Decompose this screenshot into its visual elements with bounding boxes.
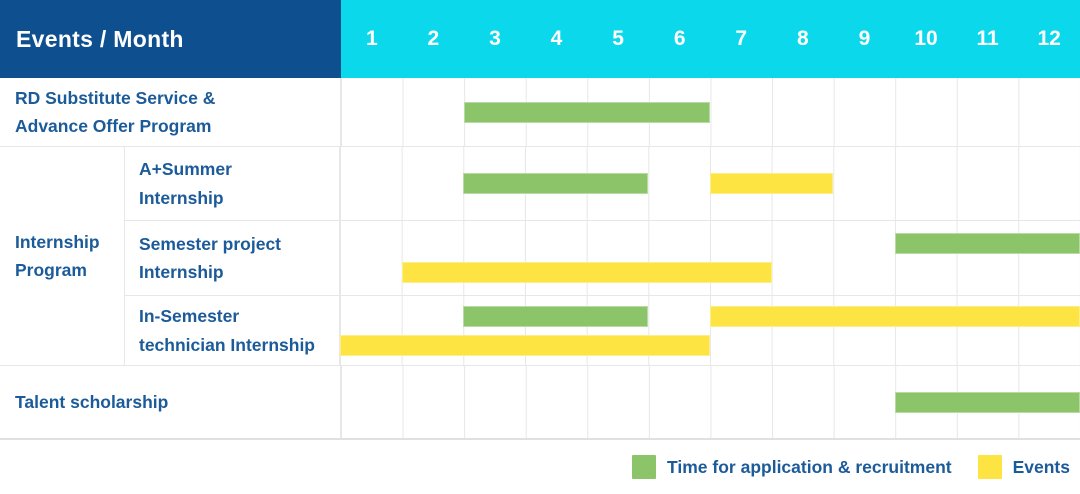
- month-label-2: 2: [427, 27, 440, 50]
- internship-program-group: Internship Program A+Summer Internship S…: [0, 146, 1080, 365]
- row-in-semester-technician-internship: In-Semester technician Internship: [125, 295, 1080, 365]
- legend-label-events: Events: [1012, 456, 1070, 477]
- row-semester-project-internship: Semester project Internship: [125, 220, 1080, 295]
- month-header-row: 1 2 3 4 5 6 7 8 9 10 11 12: [341, 0, 1080, 78]
- month-label-1: 1: [365, 27, 378, 50]
- month-label-9: 9: [858, 27, 871, 50]
- table-body: RD Substitute Service & Advance Offer Pr…: [0, 78, 1080, 440]
- events-month-title: Events / Month: [16, 25, 184, 52]
- event-bar: [340, 334, 710, 356]
- bar-lines: [340, 296, 1080, 365]
- bar-lines: [340, 147, 1080, 220]
- bar-line: [340, 334, 1080, 356]
- bar-lines: [340, 221, 1080, 295]
- chart-track-in-semester-technician-internship: [340, 296, 1080, 365]
- bar-line: [340, 233, 1080, 254]
- event-bar: [710, 173, 834, 194]
- bar-line: [340, 305, 1080, 327]
- chart-track-semester-project-internship: [340, 221, 1080, 295]
- month-label-3: 3: [489, 27, 501, 50]
- bar-lines: [341, 78, 1080, 146]
- row-label-in-semester-technician-internship: In-Semester technician Internship: [125, 296, 340, 365]
- row-talent-scholarship: Talent scholarship: [0, 365, 1080, 440]
- bar-line: [341, 101, 1080, 123]
- month-label-12: 12: [1037, 27, 1061, 50]
- month-label-4: 4: [550, 27, 563, 50]
- legend-item-events: Events: [977, 455, 1070, 479]
- legend: Time for application & recruitment Event…: [0, 440, 1080, 494]
- internship-program-subrows: A+Summer Internship Semester project Int…: [125, 147, 1080, 365]
- application-swatch-icon: [632, 455, 657, 479]
- legend-label-application: Time for application & recruitment: [667, 456, 952, 477]
- month-label-5: 5: [612, 27, 624, 50]
- row-label-rd-substitute-service: RD Substitute Service & Advance Offer Pr…: [0, 78, 341, 146]
- row-rd-substitute-service: RD Substitute Service & Advance Offer Pr…: [0, 78, 1080, 146]
- events-month-header: Events / Month: [0, 0, 341, 78]
- month-label-6: 6: [673, 27, 686, 50]
- chart-track-talent-scholarship: [341, 366, 1080, 438]
- application-bar: [463, 305, 649, 327]
- month-label-7: 7: [735, 27, 748, 50]
- row-label-semester-project-internship: Semester project Internship: [125, 221, 340, 295]
- event-bar: [710, 305, 1080, 327]
- bar-line: [340, 262, 1080, 283]
- application-bar: [895, 391, 1080, 413]
- bar-line: [340, 173, 1080, 194]
- application-bar: [895, 233, 1080, 254]
- chart-track-a-plus-summer-internship: [340, 147, 1080, 220]
- row-a-plus-summer-internship: A+Summer Internship: [125, 147, 1080, 220]
- application-bar: [463, 173, 649, 194]
- event-bar: [401, 262, 772, 283]
- table-header: Events / Month 1 2 3 4 5 6 7 8 9 10 11 1…: [0, 0, 1080, 78]
- group-label-internship-program: Internship Program: [0, 147, 125, 365]
- events-swatch-icon: [977, 455, 1002, 479]
- chart-track-rd-substitute-service: [341, 78, 1080, 146]
- legend-item-application: Time for application & recruitment: [632, 455, 952, 479]
- bar-lines: [341, 366, 1080, 438]
- application-bar: [464, 101, 711, 123]
- bar-line: [341, 391, 1080, 413]
- month-label-11: 11: [976, 27, 999, 50]
- month-label-10: 10: [914, 27, 938, 50]
- row-label-talent-scholarship: Talent scholarship: [0, 366, 341, 438]
- row-label-a-plus-summer-internship: A+Summer Internship: [125, 147, 340, 220]
- month-label-8: 8: [796, 27, 809, 50]
